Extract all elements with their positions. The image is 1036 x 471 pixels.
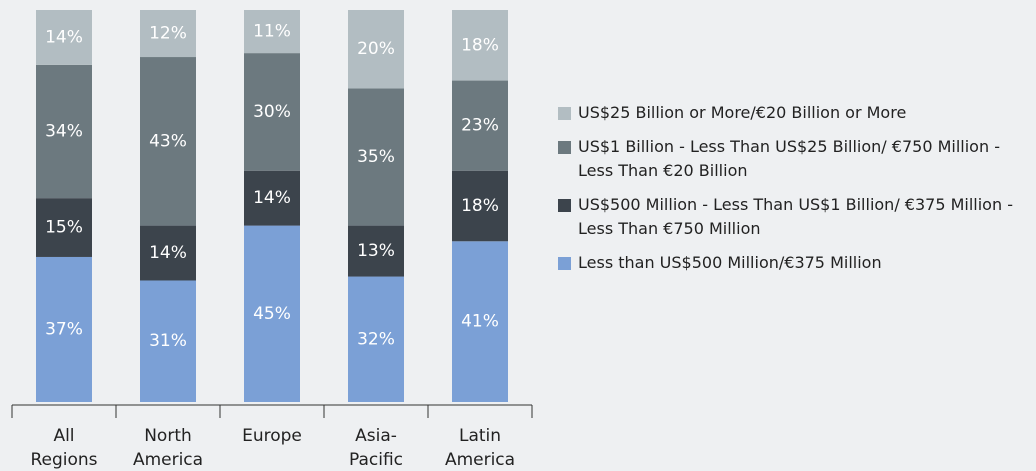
value-label: 30%	[253, 102, 291, 122]
x-tick-label: North America	[132, 426, 204, 470]
value-label: 12%	[149, 24, 187, 44]
value-label: 37%	[45, 319, 83, 339]
bar-segment	[140, 280, 196, 402]
x-tick-label: Europe	[242, 426, 302, 446]
legend-label: US$500 Million - Less Than US$1 Billion/…	[578, 195, 1013, 238]
legend-label: US$25 Billion or More/€20 Billion or Mor…	[578, 103, 907, 122]
legend-swatch	[558, 141, 571, 154]
bar-segment	[452, 170, 508, 242]
value-label: 31%	[149, 331, 187, 351]
value-label: 11%	[253, 22, 291, 42]
bar-segment	[244, 10, 300, 54]
value-label: 14%	[45, 27, 83, 47]
bar-segment	[244, 225, 300, 402]
bar-segment	[140, 225, 196, 281]
legend-entry: US$25 Billion or More/€20 Billion or Mor…	[558, 101, 1028, 125]
bar-segment	[348, 276, 404, 402]
bar-segment	[140, 10, 196, 58]
legend-entry: Less than US$500 Million/€375 Million	[558, 251, 1028, 275]
bar-segment	[244, 170, 300, 226]
legend-label: US$1 Billion - Less Than US$25 Billion/ …	[578, 137, 1000, 180]
bar-segment	[36, 64, 92, 199]
bar-segment	[348, 88, 404, 226]
value-label: 20%	[357, 39, 395, 59]
bar-segment	[452, 241, 508, 402]
value-label: 15%	[45, 218, 83, 238]
value-label: 13%	[357, 241, 395, 261]
x-tick-label: Asia-Pacific	[348, 426, 404, 470]
value-label: 14%	[253, 188, 291, 208]
value-label: 18%	[461, 196, 499, 216]
value-label: 35%	[357, 147, 395, 167]
bar-segment	[140, 57, 196, 226]
value-label: 18%	[461, 35, 499, 55]
legend-entry: US$1 Billion - Less Than US$25 Billion/ …	[558, 135, 1028, 183]
bar-segment	[36, 198, 92, 257]
legend-entry: US$500 Million - Less Than US$1 Billion/…	[558, 193, 1028, 241]
bar-segment	[348, 225, 404, 277]
x-tick-label: Latin America	[444, 426, 516, 470]
value-label: 45%	[253, 304, 291, 324]
value-label: 23%	[461, 116, 499, 136]
value-label: 43%	[149, 131, 187, 151]
legend-swatch	[558, 107, 571, 120]
value-label: 41%	[461, 312, 499, 332]
value-label: 32%	[357, 329, 395, 349]
value-label: 34%	[45, 122, 83, 142]
legend-swatch	[558, 257, 571, 270]
bar-segment	[36, 10, 92, 65]
legend-label: Less than US$500 Million/€375 Million	[578, 253, 882, 272]
bar-segment	[36, 256, 92, 402]
bar-segment	[244, 53, 300, 171]
legend-swatch	[558, 199, 571, 212]
bar-segment	[348, 10, 404, 89]
x-tick-label: All Regions	[30, 426, 98, 470]
bar-segment	[452, 80, 508, 171]
bar-segment	[452, 10, 508, 81]
value-label: 14%	[149, 243, 187, 263]
